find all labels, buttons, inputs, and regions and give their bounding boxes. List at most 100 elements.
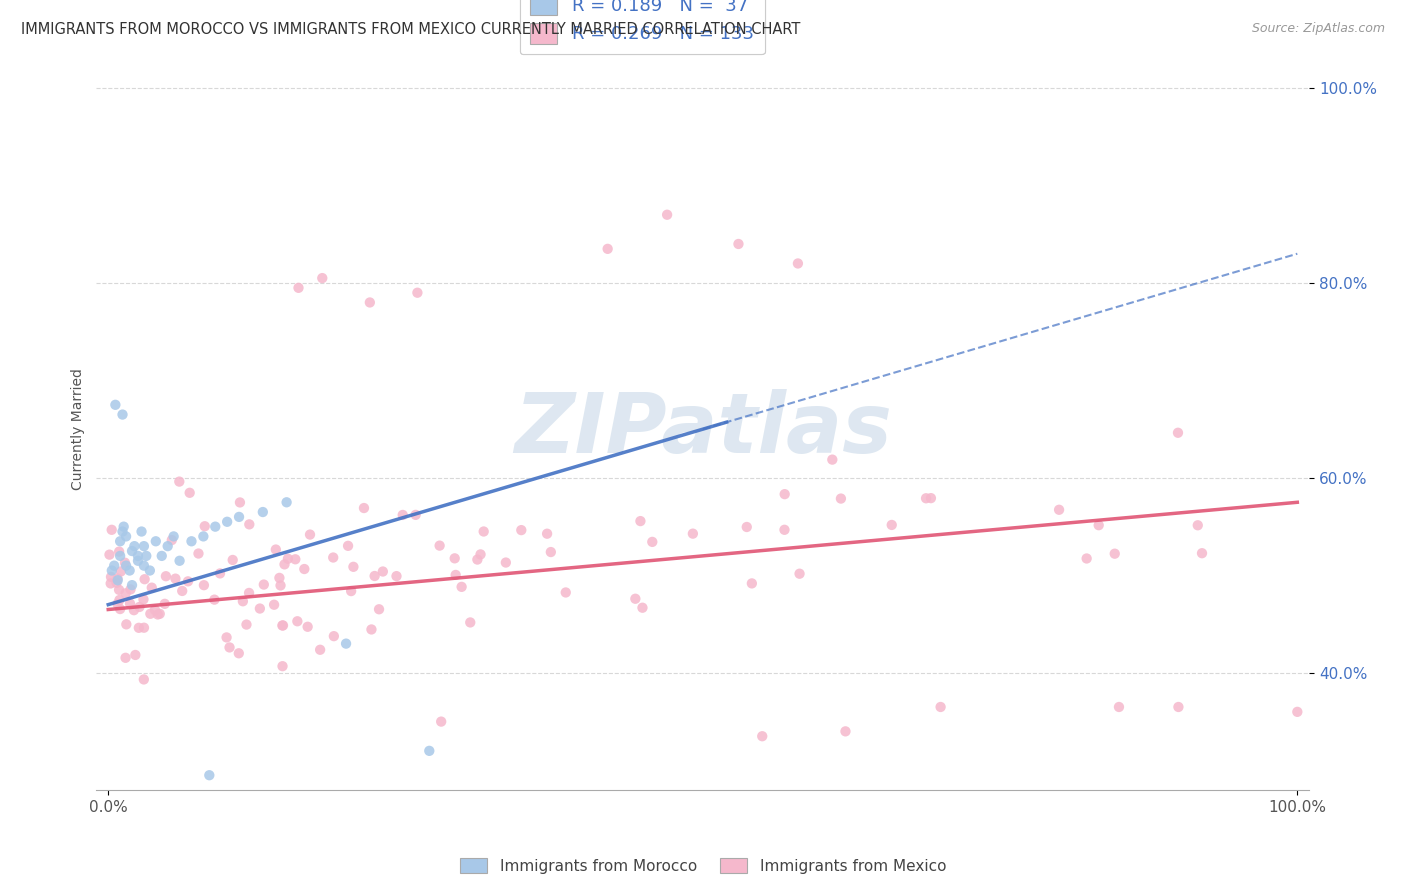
Point: [271, 659, 294, 673]
Point: [169, 554, 191, 568]
Point: [269, 571, 291, 585]
Point: [98, 548, 121, 562]
Point: [115, 558, 138, 573]
Point: [285, 614, 308, 628]
Point: [371, 565, 394, 579]
Point: [467, 552, 489, 566]
Point: [273, 558, 295, 572]
Point: [115, 617, 138, 632]
Point: [222, 553, 245, 567]
Point: [145, 534, 167, 549]
Point: [202, 592, 225, 607]
Point: [139, 564, 162, 578]
Point: [405, 508, 427, 522]
Point: [276, 495, 298, 509]
Point: [100, 523, 122, 537]
Point: [107, 572, 129, 586]
Point: [406, 285, 429, 300]
Point: [252, 505, 274, 519]
Point: [342, 559, 364, 574]
Point: [228, 509, 250, 524]
Point: [1286, 705, 1309, 719]
Point: [631, 600, 654, 615]
Point: [165, 572, 187, 586]
Point: [232, 594, 254, 608]
Point: [108, 593, 131, 607]
Point: [118, 597, 141, 611]
Point: [132, 621, 155, 635]
Point: [149, 607, 172, 621]
Point: [263, 598, 285, 612]
Point: [1167, 700, 1189, 714]
Point: [235, 617, 257, 632]
Point: [103, 558, 125, 573]
Point: [495, 556, 517, 570]
Point: [104, 398, 127, 412]
Point: [1187, 518, 1209, 533]
Point: [134, 572, 156, 586]
Point: [208, 566, 231, 581]
Point: [335, 637, 357, 651]
Point: [773, 487, 796, 501]
Point: [215, 631, 238, 645]
Point: [727, 237, 749, 252]
Text: Source: ZipAtlas.com: Source: ZipAtlas.com: [1251, 22, 1385, 36]
Point: [121, 544, 143, 558]
Point: [128, 599, 150, 614]
Point: [821, 452, 844, 467]
Point: [105, 575, 128, 590]
Point: [540, 545, 562, 559]
Point: [359, 295, 381, 310]
Point: [353, 501, 375, 516]
Point: [554, 585, 576, 599]
Point: [132, 592, 155, 607]
Point: [132, 673, 155, 687]
Point: [218, 640, 240, 655]
Point: [264, 542, 287, 557]
Point: [340, 584, 363, 599]
Point: [444, 568, 467, 582]
Point: [284, 552, 307, 566]
Point: [169, 475, 191, 489]
Point: [114, 556, 136, 570]
Point: [337, 539, 360, 553]
Point: [1087, 518, 1109, 533]
Point: [773, 523, 796, 537]
Point: [443, 551, 465, 566]
Point: [108, 544, 131, 558]
Point: [160, 533, 183, 547]
Point: [322, 550, 344, 565]
Point: [735, 520, 758, 534]
Point: [217, 515, 239, 529]
Point: [1104, 547, 1126, 561]
Point: [880, 518, 903, 533]
Point: [187, 547, 209, 561]
Point: [450, 580, 472, 594]
Point: [287, 281, 309, 295]
Point: [472, 524, 495, 539]
Point: [430, 714, 453, 729]
Point: [238, 517, 260, 532]
Point: [596, 242, 619, 256]
Point: [915, 491, 938, 506]
Point: [751, 729, 773, 743]
Point: [111, 524, 134, 539]
Point: [787, 256, 810, 270]
Point: [298, 527, 321, 541]
Point: [789, 566, 811, 581]
Text: IMMIGRANTS FROM MOROCCO VS IMMIGRANTS FROM MEXICO CURRENTLY MARRIED CORRELATION : IMMIGRANTS FROM MOROCCO VS IMMIGRANTS FR…: [21, 22, 800, 37]
Point: [124, 539, 146, 553]
Point: [100, 570, 122, 584]
Point: [418, 744, 440, 758]
Point: [834, 724, 856, 739]
Point: [253, 577, 276, 591]
Point: [198, 768, 221, 782]
Point: [249, 601, 271, 615]
Point: [114, 586, 136, 600]
Point: [132, 539, 155, 553]
Point: [830, 491, 852, 506]
Point: [655, 208, 678, 222]
Point: [179, 485, 201, 500]
Point: [229, 495, 252, 509]
Point: [143, 603, 166, 617]
